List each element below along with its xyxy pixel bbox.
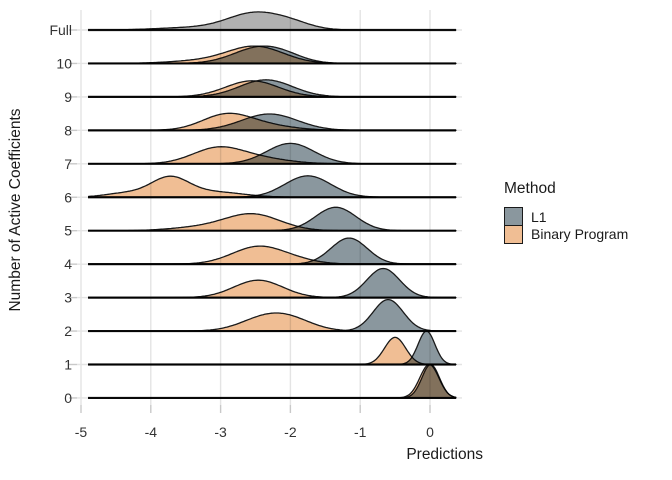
- legend-title: Method: [504, 180, 556, 197]
- x-tick-label: 0: [426, 424, 434, 440]
- y-category-label: 4: [64, 256, 72, 272]
- x-tick-label: -2: [284, 424, 297, 440]
- y-category-label: 1: [64, 357, 72, 373]
- density-l1: [88, 142, 457, 165]
- y-axis-title: Number of Active Coefficients: [7, 108, 24, 312]
- density-l1: [88, 113, 457, 132]
- legend-swatch-l1: [504, 207, 523, 226]
- legend: Method L1 Binary Program: [504, 180, 628, 244]
- density-binary-program: [88, 363, 457, 399]
- x-tick-label: -4: [145, 424, 158, 440]
- density-l1: [88, 45, 457, 65]
- density-l1: [88, 330, 457, 366]
- y-category-label: 6: [64, 189, 72, 205]
- density-binary-program: [88, 245, 457, 265]
- y-category-label: 5: [64, 223, 72, 239]
- density-binary-program: [88, 336, 457, 366]
- density-full-model: [88, 11, 457, 31]
- x-tick-label: -1: [354, 424, 367, 440]
- x-tick-label: -3: [214, 424, 227, 440]
- y-category-label: 8: [64, 122, 72, 138]
- y-category-label: Full: [49, 22, 72, 38]
- y-category-label: 9: [64, 89, 72, 105]
- legend-label-l1: L1: [531, 208, 547, 225]
- y-category-label: 0: [64, 390, 72, 406]
- density-l1: [88, 175, 457, 198]
- density-l1: [88, 79, 457, 98]
- density-l1: [88, 267, 457, 299]
- x-tick-label: -5: [75, 424, 88, 440]
- legend-label-binary-program: Binary Program: [531, 226, 629, 243]
- legend-swatch-binary-program: [504, 224, 523, 244]
- legend-item-l1: L1: [504, 207, 628, 226]
- y-category-label: 3: [64, 290, 72, 306]
- density-l1: [88, 363, 457, 399]
- legend-item-binary-program: Binary Program: [504, 224, 629, 244]
- density-l1: [88, 237, 457, 265]
- x-axis-title: Predictions: [406, 446, 483, 463]
- y-category-label: 10: [56, 55, 72, 71]
- density-l1: [88, 206, 457, 232]
- density-binary-program: [88, 212, 457, 232]
- density-l1: [88, 298, 457, 332]
- y-category-label: 7: [64, 156, 72, 172]
- y-category-label: 2: [64, 323, 72, 339]
